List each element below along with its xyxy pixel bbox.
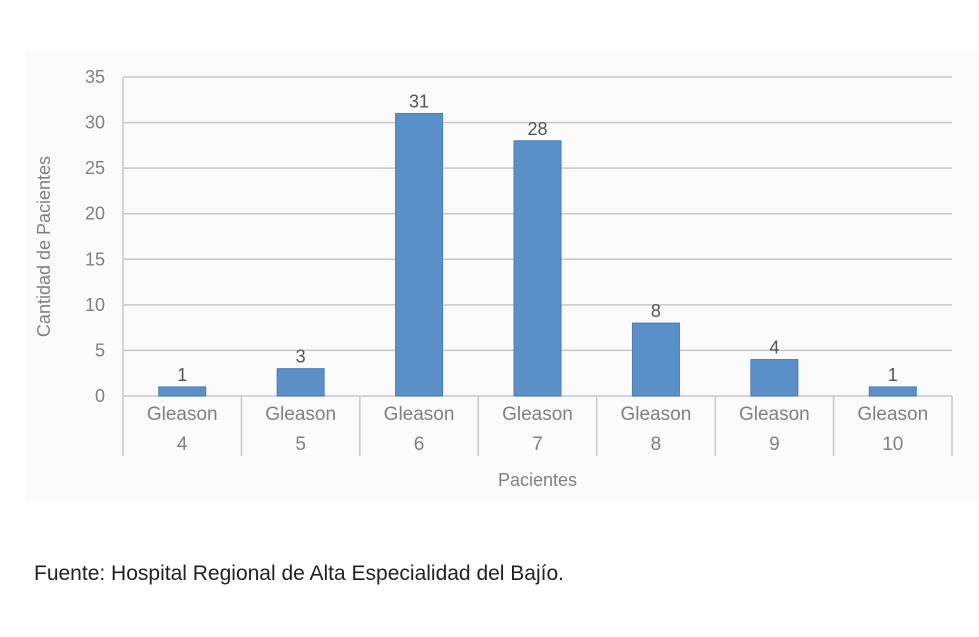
x-tick-label: 5	[295, 434, 306, 455]
bar	[395, 112, 444, 397]
y-axis-title: Cantidad de Pacientes	[34, 156, 54, 337]
bar	[631, 322, 680, 397]
x-tick-label: 7	[532, 434, 543, 455]
x-tick-label: 4	[177, 434, 188, 455]
y-tick-label: 20	[85, 204, 105, 224]
y-tick-label: 15	[85, 249, 105, 269]
data-label: 1	[177, 365, 187, 385]
y-tick-label: 35	[85, 67, 105, 87]
bar	[276, 368, 325, 397]
x-tick-label: Gleason	[857, 404, 928, 425]
y-tick-label: 0	[95, 386, 105, 406]
bar	[158, 386, 207, 397]
x-tick-label: 9	[769, 434, 780, 455]
bar	[513, 140, 562, 397]
data-label: 31	[409, 91, 429, 111]
x-tick-label: Gleason	[502, 404, 573, 425]
x-tick-label: 6	[414, 434, 425, 455]
x-axis-categories: Gleason 4 Gleason 5 Gleason 6 Gleason 7 Gleason 8…	[147, 404, 928, 455]
y-tick-label: 5	[95, 340, 105, 360]
y-tick-label: 10	[85, 295, 105, 315]
data-label: 4	[769, 338, 779, 358]
x-tick-label: Gleason	[739, 404, 810, 425]
x-tick-label: Gleason	[147, 404, 218, 425]
y-axis-ticks: 0 5 10 15 20 25 30 35	[85, 67, 105, 406]
x-tick-label: Gleason	[621, 404, 692, 425]
bars	[158, 112, 917, 397]
chart-panel: 0 5 10 15 20 25 30 35 1 3 31 28 8 4 1 Gleason 4 Gleason…	[26, 52, 979, 500]
x-tick-label: Gleason	[265, 404, 336, 425]
x-tick-label: 8	[651, 434, 662, 455]
source-note: Fuente: Hospital Regional de Alta Especi…	[34, 562, 565, 585]
data-label: 8	[651, 301, 661, 321]
data-label: 1	[888, 365, 898, 385]
data-label: 28	[527, 119, 547, 139]
y-tick-label: 25	[85, 158, 105, 178]
data-labels: 1 3 31 28 8 4 1	[177, 91, 898, 384]
x-tick-label: 10	[882, 434, 903, 455]
y-tick-label: 30	[85, 113, 105, 133]
x-tick-label: Gleason	[384, 404, 455, 425]
bar	[750, 359, 799, 397]
bar	[868, 386, 917, 397]
x-axis-title: Pacientes	[498, 470, 577, 490]
data-label: 3	[296, 347, 306, 367]
